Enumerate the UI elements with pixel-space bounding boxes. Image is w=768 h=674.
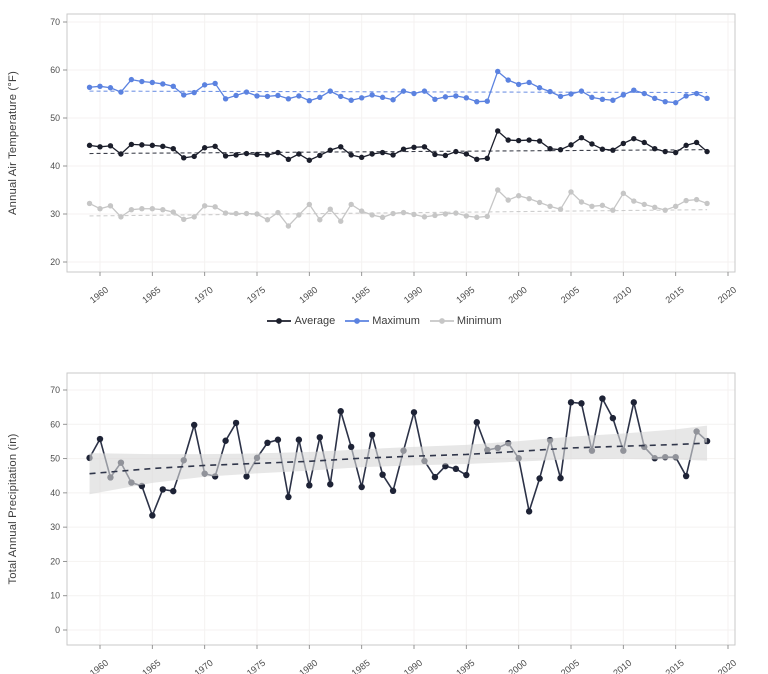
svg-text:2005: 2005	[559, 285, 581, 305]
svg-text:30: 30	[50, 522, 60, 532]
legend-item-minimum: Minimum	[429, 315, 502, 327]
legend-label-average: Average	[294, 315, 336, 327]
svg-text:2005: 2005	[559, 658, 581, 674]
svg-text:10: 10	[50, 591, 60, 601]
svg-text:1990: 1990	[402, 285, 424, 305]
temperature-chart-svg: 20 30 40 50 60 70 1960 1965 1970 1975 1980 1985 1990…	[7, 13, 738, 305]
legend-item-average: Average	[266, 315, 335, 327]
legend-label-minimum: Minimum	[456, 315, 502, 327]
svg-text:0: 0	[55, 625, 60, 635]
svg-text:1960: 1960	[88, 658, 110, 674]
svg-text:20: 20	[50, 556, 60, 566]
temperature-chart-figure: 20 30 40 50 60 70 1960 1965 1970 1975 1980 1985 1990…	[0, 0, 768, 308]
svg-text:60: 60	[50, 419, 60, 429]
svg-text:2000: 2000	[507, 285, 529, 305]
svg-text:1980: 1980	[297, 658, 319, 674]
svg-text:1975: 1975	[245, 285, 267, 305]
svg-text:Total Annual Precipitation (in: Total Annual Precipitation (in)	[7, 433, 19, 584]
svg-text:Annual Air Temperature (°F): Annual Air Temperature (°F)	[7, 71, 19, 215]
legend-item-maximum: Maximum	[344, 315, 420, 327]
svg-text:1980: 1980	[297, 285, 319, 305]
svg-text:70: 70	[50, 17, 60, 27]
svg-text:40: 40	[50, 161, 60, 171]
svg-text:2010: 2010	[611, 658, 633, 674]
svg-text:2000: 2000	[507, 658, 529, 674]
precipitation-chart-figure: 0 10 20 30 40 50 60 70 1960 1965 1970 1975 1980 1985 1…	[0, 308, 768, 674]
svg-text:1965: 1965	[140, 285, 162, 305]
svg-text:30: 30	[50, 209, 60, 219]
legend-label-maximum: Maximum	[372, 315, 420, 327]
svg-text:1985: 1985	[350, 658, 372, 674]
svg-text:2015: 2015	[664, 285, 686, 305]
svg-text:1970: 1970	[193, 285, 215, 305]
svg-text:50: 50	[50, 454, 60, 464]
svg-text:70: 70	[50, 385, 60, 395]
svg-text:1995: 1995	[454, 658, 476, 674]
svg-text:1975: 1975	[245, 658, 267, 674]
svg-text:20: 20	[50, 257, 60, 267]
svg-text:60: 60	[50, 65, 60, 75]
svg-text:1990: 1990	[402, 658, 424, 674]
svg-text:2020: 2020	[716, 658, 738, 674]
svg-text:2010: 2010	[611, 285, 633, 305]
precipitation-chart-svg: 0 10 20 30 40 50 60 70 1960 1965 1970 1975 1980 1985 1…	[7, 372, 738, 674]
svg-text:2020: 2020	[716, 285, 738, 305]
average-series-swatch-icon	[267, 318, 292, 324]
temperature-chart-legend: Average Maximum Minimum	[0, 315, 768, 327]
svg-text:1995: 1995	[454, 285, 476, 305]
svg-text:1960: 1960	[88, 285, 110, 305]
svg-text:40: 40	[50, 488, 60, 498]
svg-text:1965: 1965	[140, 658, 162, 674]
svg-text:2015: 2015	[664, 658, 686, 674]
svg-text:1985: 1985	[350, 285, 372, 305]
svg-text:1970: 1970	[193, 658, 215, 674]
minimum-series-swatch-icon	[429, 318, 454, 324]
maximum-series-swatch-icon	[345, 318, 370, 324]
svg-text:50: 50	[50, 113, 60, 123]
